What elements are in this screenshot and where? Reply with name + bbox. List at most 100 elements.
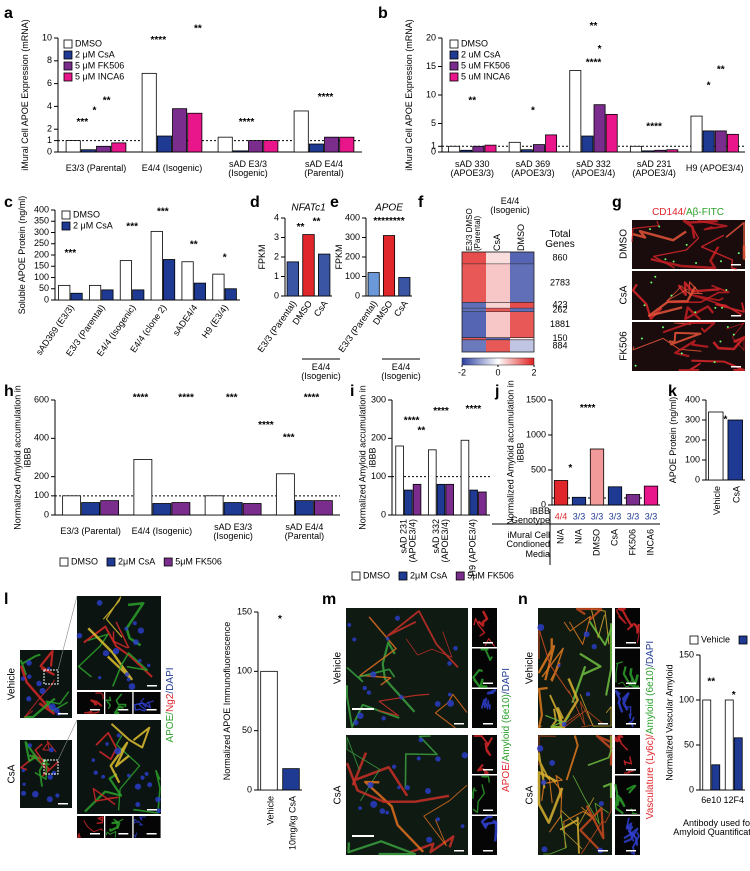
amyloid-dot <box>650 281 653 284</box>
y-tick-label: 100 <box>679 694 694 704</box>
x-tick-label: 6e10 <box>701 795 722 806</box>
scale-bar <box>118 709 129 711</box>
bar <box>708 411 724 481</box>
significance: *** <box>283 433 295 444</box>
heatmap-cell <box>486 311 510 338</box>
micrograph-structure <box>377 693 430 717</box>
significance: ** <box>313 217 321 228</box>
micrograph-structure <box>565 735 579 781</box>
heatmap-cell <box>510 263 534 303</box>
y-tick-label: 150 <box>237 606 252 616</box>
panel-letter: m <box>322 591 336 608</box>
micrograph-structure <box>77 633 109 678</box>
heatmap-cell <box>510 252 534 264</box>
legend-swatch <box>398 571 408 581</box>
micrograph-structure <box>668 331 702 346</box>
micrograph-structure <box>423 784 468 847</box>
micrograph-structure <box>684 305 715 321</box>
micrograph-structure <box>134 832 138 838</box>
bar <box>398 277 411 297</box>
micrograph-structure <box>95 692 104 700</box>
x-tick-label: sADE4/4 <box>171 303 200 338</box>
y-tick-label: 1 <box>274 271 279 281</box>
amyloid-dot <box>640 337 643 340</box>
scale-bar <box>483 642 493 644</box>
nucleus <box>126 677 131 682</box>
nucleus <box>416 756 421 761</box>
scale-bar <box>626 769 636 771</box>
row-label: Vehicle <box>7 667 18 700</box>
y-axis-label-box: Soluble APOE Protein (ng/ml) <box>17 196 27 315</box>
heatmap-cell <box>486 302 510 309</box>
micrograph-structure <box>345 762 450 804</box>
scale-bar <box>626 642 636 644</box>
colorbar-tick-label: 0 <box>495 367 500 377</box>
x-tick-label: sAD 231 (APOE3/4) <box>397 519 418 563</box>
significance: ** <box>297 222 305 233</box>
micrograph-structure <box>623 756 633 766</box>
legend-label: 5μM FK506 <box>467 570 514 580</box>
scale-bar <box>454 850 464 852</box>
column-group-label: E4/4 (Isogenic) <box>490 196 530 215</box>
x-tick-label-box: 12F4 <box>723 796 744 805</box>
media-label: N/A <box>555 529 565 544</box>
x-tick-label-box: H9 (APOE3/4) <box>468 519 478 577</box>
genotype-label: 3/3 <box>645 511 658 521</box>
group-label-box: E4/4 (Isogenic) <box>301 362 341 381</box>
significance: **** <box>404 415 420 426</box>
micrograph-structure <box>102 596 123 638</box>
x-tick-label: E3/3 (Parental) <box>60 526 121 537</box>
y-axis-label-box: Normalized APOE Immunofluorescence <box>222 622 232 781</box>
heatmap-cell <box>486 252 510 264</box>
bar <box>324 136 340 153</box>
stain-name: Amyloid (6e10) <box>501 694 512 761</box>
micrograph-structure <box>537 771 564 824</box>
micrograph-structure <box>633 623 640 643</box>
y-tick-label: 4 <box>274 212 279 222</box>
bar <box>313 500 333 516</box>
bar <box>111 142 127 153</box>
significance: * <box>724 415 728 426</box>
scale-bar <box>146 833 157 835</box>
micrograph-structure <box>480 697 488 709</box>
nucleus <box>147 782 153 788</box>
bar <box>448 145 461 153</box>
row-label: CsA <box>619 285 630 304</box>
x-tick-label-box: H9 (APOE3/4) <box>686 164 744 173</box>
nucleus <box>435 817 440 822</box>
x-tick-label: CsA <box>392 299 410 319</box>
amyloid-dot <box>654 275 657 278</box>
bar <box>629 145 642 153</box>
micrograph-structure <box>571 652 602 704</box>
nucleus <box>541 846 548 853</box>
x-tick-label-box: sAD 332 (APOE3/4) <box>572 159 616 178</box>
panel-letter: l <box>4 591 8 608</box>
stain-name: /DAPI <box>501 668 512 694</box>
nucleus <box>379 808 386 814</box>
nucleus <box>132 621 137 626</box>
micrograph-structure <box>712 336 746 351</box>
heatmap-cell <box>462 302 486 309</box>
micrograph-structure <box>616 608 627 625</box>
nucleus <box>27 674 32 679</box>
nucleus <box>124 672 130 677</box>
x-tick-label: E3/3 (Parental) <box>65 163 127 174</box>
x-tick-label: sAD 332 (APOE3/4) <box>430 519 450 563</box>
bar <box>263 140 279 153</box>
bar <box>101 289 114 301</box>
micrograph-structure <box>537 638 556 681</box>
micrograph-structure <box>473 735 490 746</box>
gene-count: 1881 <box>550 319 570 329</box>
y-axis-label-box: Normalized Amyloid accumulation in iBBB <box>358 385 377 530</box>
nucleus <box>561 721 567 727</box>
x-tick-label-box: sAD E3/3 (Isogenic) <box>213 522 253 541</box>
y-axis-label: FPKM <box>334 244 345 270</box>
nucleus <box>27 743 33 748</box>
nucleus <box>591 644 597 650</box>
significance: ** <box>590 21 598 32</box>
scale-bar <box>147 685 157 687</box>
row-label: DMSO <box>619 229 630 259</box>
y-tick-label: 100 <box>237 666 252 676</box>
y-axis-label: iMural Cell APOE Expression (mRNA) <box>404 19 415 171</box>
y-tick-label: 0 <box>381 509 386 519</box>
